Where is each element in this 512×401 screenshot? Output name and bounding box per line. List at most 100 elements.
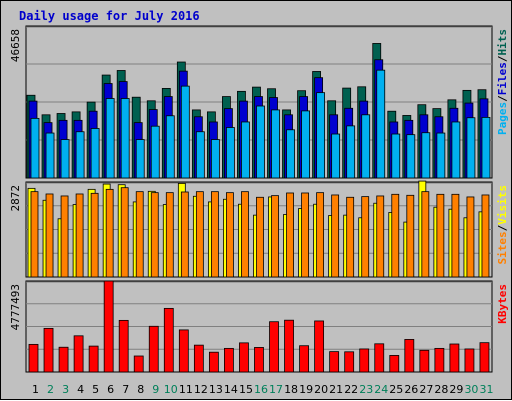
pages-bar xyxy=(90,128,100,179)
sites-bar xyxy=(60,195,69,278)
day-tick-label: 6 xyxy=(107,383,114,396)
day-tick-label: 30 xyxy=(464,383,478,396)
pages-bar xyxy=(316,92,326,179)
kbytes-bar xyxy=(284,319,294,373)
sites-bar xyxy=(466,196,475,278)
day-tick-label: 29 xyxy=(449,383,463,396)
day-tick-label: 1 xyxy=(32,383,39,396)
day-tick-label: 13 xyxy=(209,383,223,396)
kbytes-bar xyxy=(314,320,325,373)
day-tick-label: 28 xyxy=(434,383,448,396)
day-tick-label: 23 xyxy=(359,383,373,396)
pages-bar xyxy=(150,125,160,179)
sites-bar xyxy=(165,192,174,278)
pages-bar xyxy=(391,133,401,179)
sites-bar xyxy=(135,191,144,278)
kbytes-bar xyxy=(239,342,249,373)
day-tick-label: 3 xyxy=(62,383,69,396)
pages-bar xyxy=(45,132,55,179)
day-tick-label: 7 xyxy=(122,383,129,396)
pages-bar xyxy=(406,134,416,179)
sites-bar xyxy=(45,193,54,278)
legend-entry: Hits xyxy=(496,29,509,56)
day-tick-label: 31 xyxy=(479,383,493,396)
day-tick-label: 26 xyxy=(404,383,418,396)
sites-bar xyxy=(436,193,445,278)
sites-bar xyxy=(391,193,400,278)
sites-bar xyxy=(376,195,385,278)
pages-bar xyxy=(331,133,341,179)
pages-bar xyxy=(271,109,280,179)
day-tick-label: 25 xyxy=(389,383,403,396)
sites-bar xyxy=(301,192,309,278)
pages-bar xyxy=(241,121,250,179)
kbytes-bar xyxy=(434,347,445,373)
legend-entry: KBytes xyxy=(496,284,509,324)
kbytes-bar xyxy=(73,335,84,373)
legend-separator: / xyxy=(496,224,509,231)
kbytes-bar xyxy=(224,347,234,373)
sites-bar xyxy=(105,188,114,278)
day-tick-label: 22 xyxy=(344,383,358,396)
legend-entry: Sites xyxy=(496,231,509,264)
pages-bar xyxy=(105,98,115,179)
kbytes-bar xyxy=(178,329,189,373)
pages-bar xyxy=(135,139,145,179)
panel-1-legend: Pages/Files/Hits xyxy=(496,29,509,135)
day-tick-label: 8 xyxy=(137,383,144,396)
legend-separator: / xyxy=(496,55,509,62)
kbytes-bar xyxy=(58,346,69,373)
kbytes-bar xyxy=(464,348,475,373)
pages-bar xyxy=(210,139,220,179)
kbytes-bar xyxy=(208,351,219,373)
panel-3-ymax-label: 4777493 xyxy=(9,284,22,330)
sites-bar xyxy=(361,196,370,278)
panel-2-ymax-label: 2872 xyxy=(9,185,22,212)
sites-bar xyxy=(120,187,129,278)
sites-bar xyxy=(316,192,325,278)
sites-bar xyxy=(75,193,84,278)
day-tick-label: 14 xyxy=(224,383,238,396)
pages-bar xyxy=(301,110,310,179)
day-tick-label: 5 xyxy=(92,383,99,396)
sites-bar xyxy=(226,192,234,278)
pages-bar xyxy=(376,69,386,179)
pages-bar xyxy=(226,127,235,179)
pages-bar xyxy=(165,115,175,179)
kbytes-bar xyxy=(419,349,430,373)
sites-bar xyxy=(451,193,460,278)
pages-bar xyxy=(120,98,130,179)
day-tick-label: 27 xyxy=(419,383,433,396)
sites-bar xyxy=(210,191,219,278)
day-tick-label: 9 xyxy=(152,383,159,396)
sites-bar xyxy=(150,192,159,278)
sites-bar xyxy=(30,191,39,278)
day-tick-label: 4 xyxy=(77,383,84,396)
sites-bar xyxy=(481,194,490,278)
day-tick-label: 20 xyxy=(314,383,328,396)
kbytes-bar xyxy=(449,343,460,373)
sites-bar xyxy=(421,191,430,278)
kbytes-bar xyxy=(389,355,400,373)
sites-bar xyxy=(331,194,340,278)
day-tick-label: 18 xyxy=(284,383,298,396)
kbytes-bar xyxy=(269,321,279,373)
pages-bar xyxy=(451,121,461,179)
pages-bar xyxy=(256,105,265,179)
day-tick-label: 16 xyxy=(254,383,268,396)
legend-entry: Visits xyxy=(496,185,509,225)
kbytes-bar xyxy=(118,319,129,373)
kbytes-bar xyxy=(103,280,114,373)
day-tick-label: 2 xyxy=(47,383,54,396)
day-tick-label: 15 xyxy=(239,383,253,396)
kbytes-bar xyxy=(479,342,490,373)
pages-bar xyxy=(466,117,476,179)
sites-bar xyxy=(286,192,294,278)
legend-entry: Pages xyxy=(496,102,509,135)
sites-bar xyxy=(271,195,279,278)
panel-2-legend: Sites/Visits xyxy=(496,185,509,265)
kbytes-bar xyxy=(404,339,415,373)
kbytes-bar xyxy=(88,345,99,373)
